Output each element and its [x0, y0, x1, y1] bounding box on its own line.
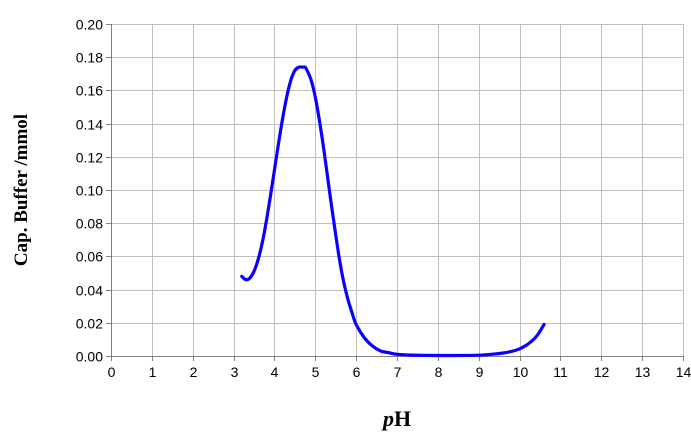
- y-tick-label: 0.06: [76, 249, 103, 265]
- x-axis-title-rest: H: [394, 406, 411, 431]
- x-tick-label: 3: [231, 364, 239, 380]
- x-tick-label: 12: [594, 364, 610, 380]
- series-group: [240, 65, 546, 358]
- y-tick-label: 0.20: [76, 17, 103, 33]
- series-line: [240, 65, 546, 358]
- x-tick-label: 0: [108, 364, 116, 380]
- axes: [106, 24, 684, 361]
- y-tick-label: 0.08: [76, 216, 103, 232]
- x-tick-labels: 0 1 2 3 4 5 6 7 8 9 10 11 12 13 14: [108, 364, 691, 380]
- y-tick-label: 0.16: [76, 83, 103, 99]
- y-tick-label: 0.14: [76, 117, 103, 133]
- y-tick-label: 0.18: [76, 50, 103, 66]
- y-tick-label: 0.12: [76, 150, 103, 166]
- x-tick-label: 6: [353, 364, 361, 380]
- x-tick-label: 10: [513, 364, 529, 380]
- y-tick-label: 0.00: [76, 349, 103, 365]
- x-tick-label: 8: [435, 364, 443, 380]
- y-tick-label: 0.10: [76, 183, 103, 199]
- x-tick-label: 1: [149, 364, 157, 380]
- x-tick-label: 13: [635, 364, 651, 380]
- x-tick-label: 2: [190, 364, 198, 380]
- y-axis-title: Cap. Buffer /mmol: [11, 114, 32, 266]
- y-tick-label: 0.02: [76, 316, 103, 332]
- x-axis-title: pH: [381, 406, 411, 431]
- x-tick-label: 14: [676, 364, 691, 380]
- x-tick-label: 7: [394, 364, 402, 380]
- x-tick-label: 11: [553, 364, 568, 380]
- x-tick-label: 4: [271, 364, 279, 380]
- x-axis-title-italic: p: [381, 406, 394, 431]
- grid-lines: [111, 24, 684, 357]
- y-tick-label: 0.04: [76, 283, 103, 299]
- y-tick-labels: 0.00 0.02 0.04 0.06 0.08 0.10 0.12 0.14 0.16 0.18…: [76, 17, 103, 365]
- x-tick-label: 9: [476, 364, 484, 380]
- x-tick-label: 5: [312, 364, 320, 380]
